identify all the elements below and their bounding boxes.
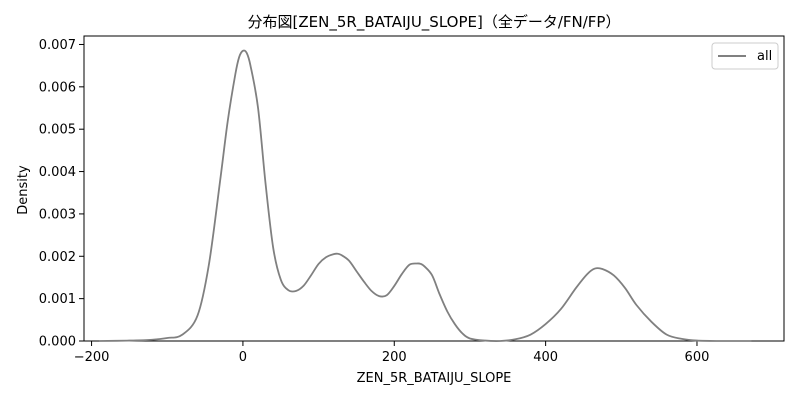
x-tick-label: 0 xyxy=(239,350,247,365)
legend: all xyxy=(711,42,779,70)
y-tick-label: 0.003 xyxy=(39,207,76,222)
series-layer xyxy=(99,49,752,342)
x-tick-label: 200 xyxy=(382,350,407,365)
x-tick-label: 600 xyxy=(685,350,710,365)
y-tick-label: 0.001 xyxy=(39,292,76,307)
x-tick-label: −200 xyxy=(74,350,110,365)
y-tick-label: 0.000 xyxy=(39,335,76,350)
y-axis: 0.000 0.001 0.002 0.003 0.004 0.005 0.006 0.007 xyxy=(39,38,84,350)
y-tick-label: 0.006 xyxy=(39,80,76,95)
y-tick-label: 0.004 xyxy=(39,165,76,180)
x-axis-label: ZEN_5R_BATAIJU_SLOPE xyxy=(357,371,512,386)
y-axis-label: Density xyxy=(16,165,31,215)
plot-area-frame xyxy=(83,35,785,342)
y-tick-label: 0.005 xyxy=(39,123,76,138)
x-tick-label: 400 xyxy=(533,350,558,365)
series-line-all xyxy=(99,49,752,342)
legend-label-all: all xyxy=(757,49,772,64)
x-axis: −200 0 200 400 600 xyxy=(74,341,710,365)
chart-title: 分布図[ZEN_5R_BATAIJU_SLOPE]（全データ/FN/FP） xyxy=(248,13,621,32)
y-tick-label: 0.007 xyxy=(39,38,76,53)
y-tick-label: 0.002 xyxy=(39,250,76,265)
